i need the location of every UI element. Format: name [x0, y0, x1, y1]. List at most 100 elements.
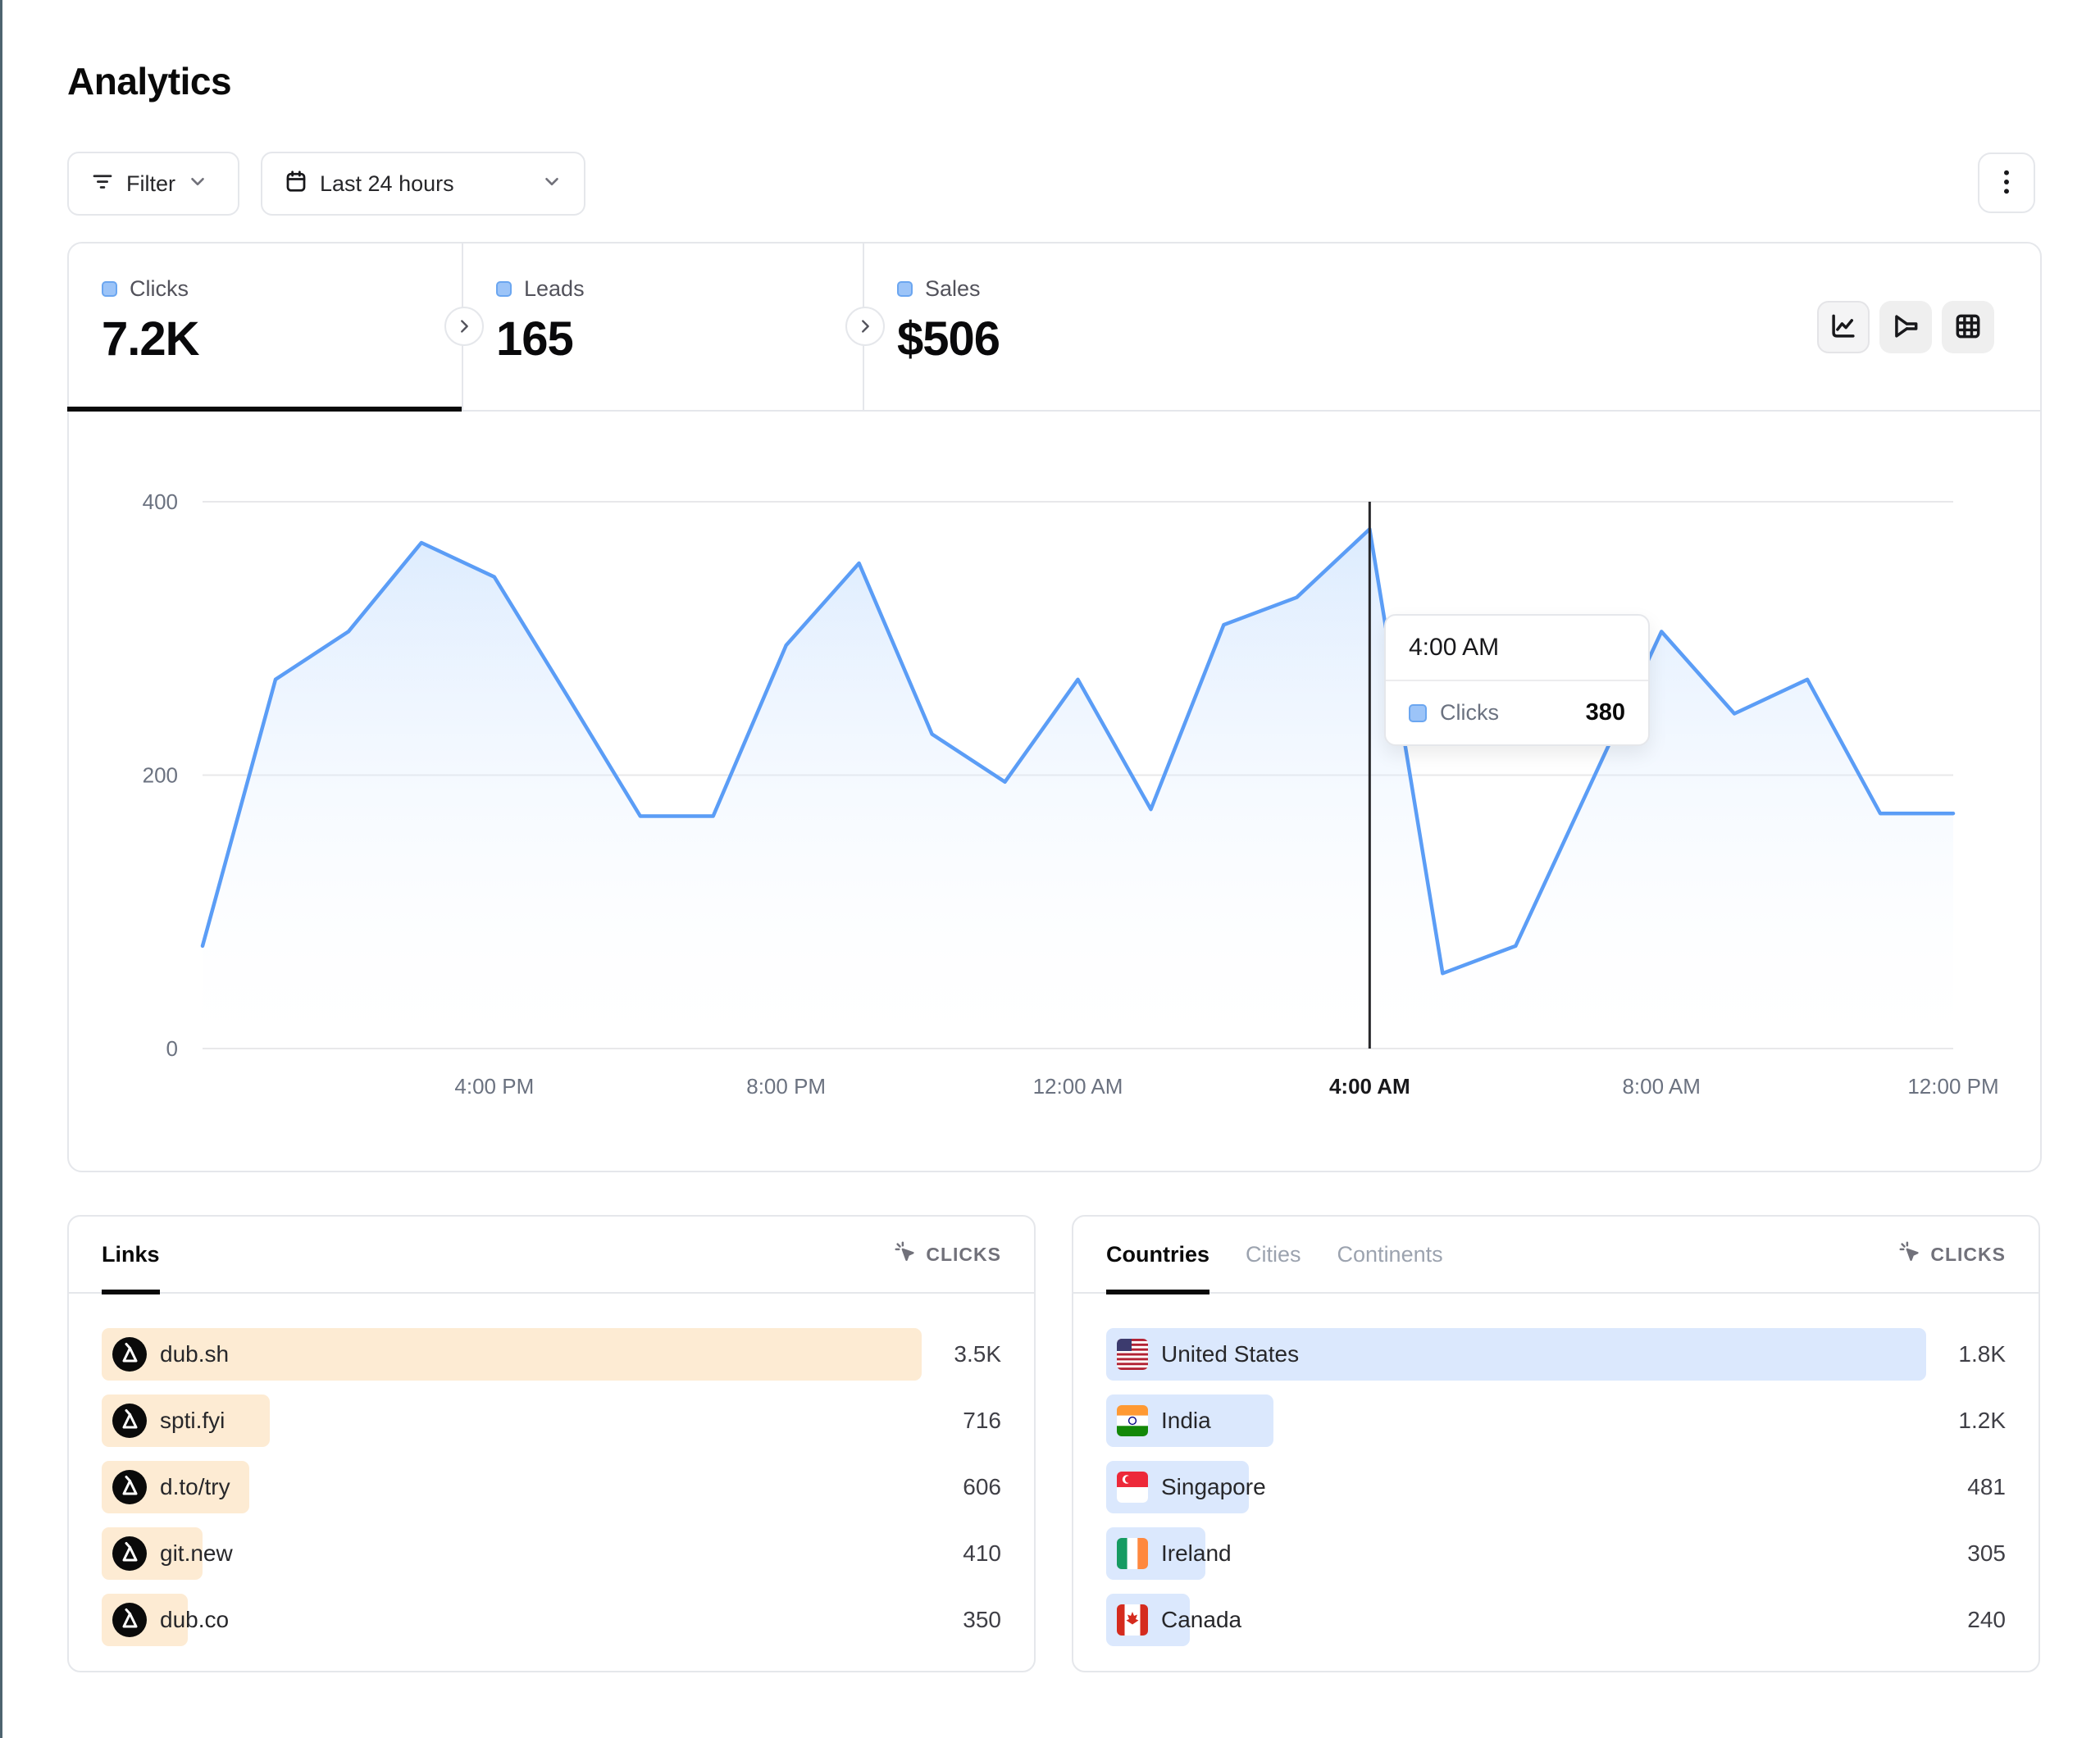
country-value: 1.2K — [1958, 1408, 2006, 1433]
tab-links[interactable]: Links — [102, 1216, 160, 1294]
link-label: spti.fyi — [160, 1408, 225, 1433]
chart-canvas: 0 200 400 4:00 PM 8:00 PM 12:00 AM 4:00 AM 8:00… — [143, 489, 1999, 1099]
clicks-tab-label: Clicks — [130, 276, 189, 301]
page-edge-strip — [0, 0, 2, 1738]
link-label: git.new — [160, 1540, 233, 1566]
x-axis-tick-label: 4:00 AM — [1329, 1074, 1410, 1099]
sg-flag-icon — [1117, 1472, 1148, 1503]
kebab-menu-icon — [1994, 168, 2019, 198]
geo-rows: United States 1.8K India 1.2K Singapore 481 Ir… — [1073, 1294, 2039, 1646]
more-options-button[interactable] — [1978, 152, 2035, 213]
expand-leads-button[interactable] — [845, 307, 885, 346]
dub-logo-icon — [112, 1536, 147, 1571]
dub-logo-icon — [112, 1404, 147, 1438]
date-range-label: Last 24 hours — [320, 171, 454, 196]
line-chart-icon — [1828, 311, 1859, 344]
line-chart-view-button[interactable] — [1817, 301, 1870, 353]
links-panel: Links CLICKS dub.sh 3.5K spti.fyi 716 d.to/t… — [67, 1215, 1036, 1672]
link-label: dub.co — [160, 1607, 230, 1632]
tab-cities[interactable]: Cities — [1246, 1216, 1301, 1293]
y-axis-tick-label: 200 — [143, 763, 178, 788]
tab-clicks[interactable]: Clicks 7.2K — [67, 243, 463, 412]
link-row[interactable]: d.to/try 606 — [102, 1461, 1001, 1513]
country-value: 305 — [1967, 1540, 2006, 1566]
country-label: India — [1161, 1408, 1211, 1433]
x-axis-tick-label: 4:00 PM — [454, 1074, 534, 1099]
tooltip-legend-square — [1409, 703, 1427, 722]
country-row[interactable]: United States 1.8K — [1106, 1328, 2006, 1381]
sales-tab-value: $506 — [897, 312, 1000, 366]
chart-view-switcher — [1817, 301, 1994, 353]
x-axis-tick-label: 12:00 PM — [1907, 1074, 1998, 1099]
us-flag-icon — [1117, 1339, 1148, 1370]
link-value: 3.5K — [954, 1341, 1001, 1367]
country-row[interactable]: India 1.2K — [1106, 1394, 2006, 1447]
page-title: Analytics — [67, 60, 232, 102]
table-view-button[interactable] — [1942, 301, 1994, 353]
active-tab-underline — [67, 407, 462, 412]
y-axis-tick-label: 400 — [143, 489, 178, 514]
x-axis-tick-label: 12:00 AM — [1033, 1074, 1123, 1099]
cursor-click-icon — [1897, 1240, 1922, 1269]
country-label: Singapore — [1161, 1474, 1266, 1499]
ca-flag-icon — [1117, 1604, 1148, 1636]
tab-countries[interactable]: Countries — [1106, 1216, 1210, 1294]
leads-legend-square — [496, 281, 512, 297]
geo-metric-toggle[interactable]: CLICKS — [1897, 1240, 2006, 1269]
clicks-tab-value: 7.2K — [102, 312, 200, 366]
tooltip-series-label: Clicks — [1440, 700, 1499, 725]
dub-logo-icon — [112, 1337, 147, 1372]
cursor-click-icon — [893, 1240, 918, 1269]
sales-tab-label: Sales — [925, 276, 981, 301]
country-bar — [1106, 1328, 1926, 1381]
links-metric-label: CLICKS — [926, 1243, 1001, 1265]
funnel-icon — [1890, 311, 1921, 344]
country-row[interactable]: Canada 240 — [1106, 1594, 2006, 1646]
chevron-down-icon — [541, 171, 563, 198]
tab-sales[interactable]: Sales $506 — [864, 243, 2040, 410]
link-label: dub.sh — [160, 1341, 230, 1367]
chevron-down-icon — [187, 171, 208, 198]
x-axis-tick-label: 8:00 AM — [1622, 1074, 1700, 1099]
tooltip-value: 380 — [1585, 699, 1625, 726]
sales-legend-square — [897, 281, 913, 297]
dub-logo-icon — [112, 1470, 147, 1504]
countries-tab-label: Countries — [1106, 1241, 1210, 1267]
funnel-view-button[interactable] — [1879, 301, 1932, 353]
clicks-legend-square — [102, 281, 117, 297]
filter-button[interactable]: Filter — [67, 152, 239, 216]
leads-tab-value: 165 — [496, 312, 574, 366]
link-row[interactable]: dub.co 350 — [102, 1594, 1001, 1646]
link-label: d.to/try — [160, 1474, 230, 1499]
stats-tabs-row: Clicks 7.2K Leads 165 Sales $506 — [67, 243, 2040, 412]
link-value: 716 — [963, 1408, 1001, 1433]
ie-flag-icon — [1117, 1538, 1148, 1569]
link-row[interactable]: dub.sh 3.5K — [102, 1328, 1001, 1381]
country-row[interactable]: Ireland 305 — [1106, 1527, 2006, 1580]
country-value: 481 — [1967, 1474, 2006, 1499]
tooltip-time: 4:00 AM — [1386, 616, 1648, 681]
clicks-area-fill — [203, 529, 1953, 1049]
country-label: Canada — [1161, 1607, 1242, 1632]
continents-tab-label: Continents — [1337, 1241, 1443, 1267]
x-axis-tick-label: 8:00 PM — [746, 1074, 826, 1099]
links-rows: dub.sh 3.5K spti.fyi 716 d.to/try 606 git.new 4… — [69, 1294, 1034, 1646]
tab-leads[interactable]: Leads 165 — [463, 243, 864, 410]
country-row[interactable]: Singapore 481 — [1106, 1461, 2006, 1513]
link-value: 410 — [963, 1540, 1001, 1566]
geo-panel: Countries Cities Continents CLICKS Unite… — [1072, 1215, 2040, 1672]
date-range-button[interactable]: Last 24 hours — [261, 152, 585, 216]
expand-clicks-button[interactable] — [444, 307, 484, 346]
link-value: 606 — [963, 1474, 1001, 1499]
clicks-time-series-chart[interactable]: 0 200 400 4:00 PM 8:00 PM 12:00 AM 4:00 AM 8:00… — [69, 412, 2040, 1172]
chart-tooltip: 4:00 AM Clicks 380 — [1384, 614, 1650, 746]
link-row[interactable]: git.new 410 — [102, 1527, 1001, 1580]
grid-table-icon — [1952, 311, 1984, 344]
link-bar — [102, 1328, 922, 1381]
tab-continents[interactable]: Continents — [1337, 1216, 1443, 1293]
country-label: United States — [1161, 1341, 1300, 1367]
cities-tab-label: Cities — [1246, 1241, 1301, 1267]
link-row[interactable]: spti.fyi 716 — [102, 1394, 1001, 1447]
links-metric-toggle[interactable]: CLICKS — [893, 1240, 1001, 1269]
analytics-card: Clicks 7.2K Leads 165 Sales $506 — [67, 242, 2042, 1172]
